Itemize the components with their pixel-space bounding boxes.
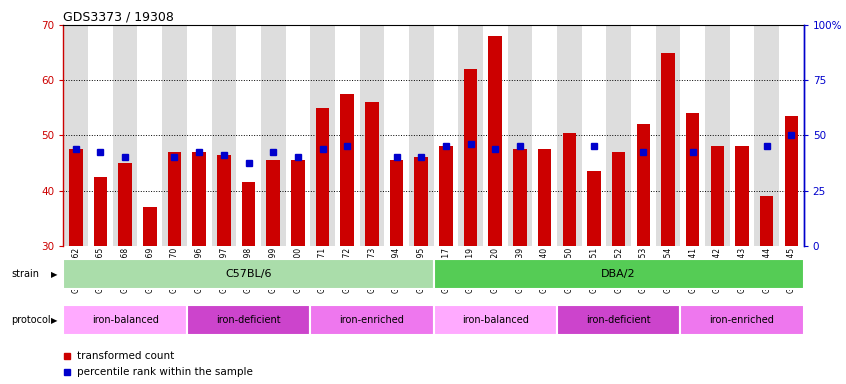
Bar	[69, 149, 83, 246]
Bar	[439, 146, 453, 246]
Bar	[118, 163, 132, 246]
Bar	[581, 25, 607, 246]
Bar	[187, 25, 212, 246]
Bar	[464, 69, 477, 246]
Text: transformed count: transformed count	[77, 351, 174, 361]
Bar	[563, 132, 576, 246]
Text: GDS3373 / 19308: GDS3373 / 19308	[63, 11, 174, 24]
Text: percentile rank within the sample: percentile rank within the sample	[77, 367, 253, 377]
Bar	[261, 25, 285, 246]
Bar	[779, 25, 804, 246]
Bar	[384, 25, 409, 246]
Bar	[236, 25, 261, 246]
Bar	[168, 152, 181, 246]
Bar	[433, 305, 557, 335]
Text: protocol: protocol	[11, 315, 51, 325]
Bar	[433, 25, 459, 246]
Bar	[63, 25, 88, 246]
Text: DBA/2: DBA/2	[602, 269, 636, 279]
Bar	[587, 171, 601, 246]
Bar	[409, 25, 433, 246]
Bar	[291, 160, 305, 246]
Text: C57BL/6: C57BL/6	[225, 269, 272, 279]
Bar	[680, 25, 705, 246]
Bar	[459, 25, 483, 246]
Bar	[483, 25, 508, 246]
Bar	[285, 25, 310, 246]
Bar	[113, 25, 137, 246]
Text: strain: strain	[11, 269, 39, 279]
Bar	[162, 25, 187, 246]
Bar	[390, 160, 404, 246]
Bar	[729, 25, 755, 246]
Bar	[636, 124, 650, 246]
Bar	[88, 25, 113, 246]
Bar	[310, 25, 335, 246]
Bar	[514, 149, 527, 246]
Bar	[360, 25, 384, 246]
Bar	[143, 207, 157, 246]
Bar	[365, 102, 379, 246]
Bar	[607, 25, 631, 246]
Bar	[212, 25, 236, 246]
Bar	[557, 25, 581, 246]
Bar	[94, 177, 107, 246]
Text: iron-balanced: iron-balanced	[91, 315, 158, 325]
Bar	[612, 152, 625, 246]
Text: iron-enriched: iron-enriched	[710, 315, 774, 325]
Bar	[705, 25, 729, 246]
Bar	[532, 25, 557, 246]
Bar	[340, 94, 354, 246]
Bar	[662, 53, 675, 246]
Bar	[557, 305, 680, 335]
Bar	[310, 305, 433, 335]
Bar	[711, 146, 724, 246]
Bar	[217, 155, 231, 246]
Text: ▶: ▶	[51, 270, 58, 279]
Bar	[755, 25, 779, 246]
Bar	[187, 305, 310, 335]
Text: iron-deficient: iron-deficient	[586, 315, 651, 325]
Bar	[538, 149, 552, 246]
Text: iron-deficient: iron-deficient	[217, 315, 281, 325]
Bar	[488, 36, 502, 246]
Bar	[63, 305, 187, 335]
Bar	[631, 25, 656, 246]
Bar	[784, 116, 798, 246]
Bar	[656, 25, 680, 246]
Bar	[680, 305, 804, 335]
Bar	[760, 196, 773, 246]
Bar	[735, 146, 749, 246]
Bar	[415, 157, 428, 246]
Bar	[686, 113, 700, 246]
Bar	[433, 259, 804, 289]
Bar	[508, 25, 532, 246]
Bar	[242, 182, 255, 246]
Text: iron-balanced: iron-balanced	[462, 315, 529, 325]
Bar	[192, 152, 206, 246]
Bar	[266, 160, 280, 246]
Text: iron-enriched: iron-enriched	[339, 315, 404, 325]
Bar	[335, 25, 360, 246]
Bar	[316, 108, 329, 246]
Bar	[63, 259, 433, 289]
Bar	[137, 25, 162, 246]
Text: ▶: ▶	[51, 316, 58, 325]
